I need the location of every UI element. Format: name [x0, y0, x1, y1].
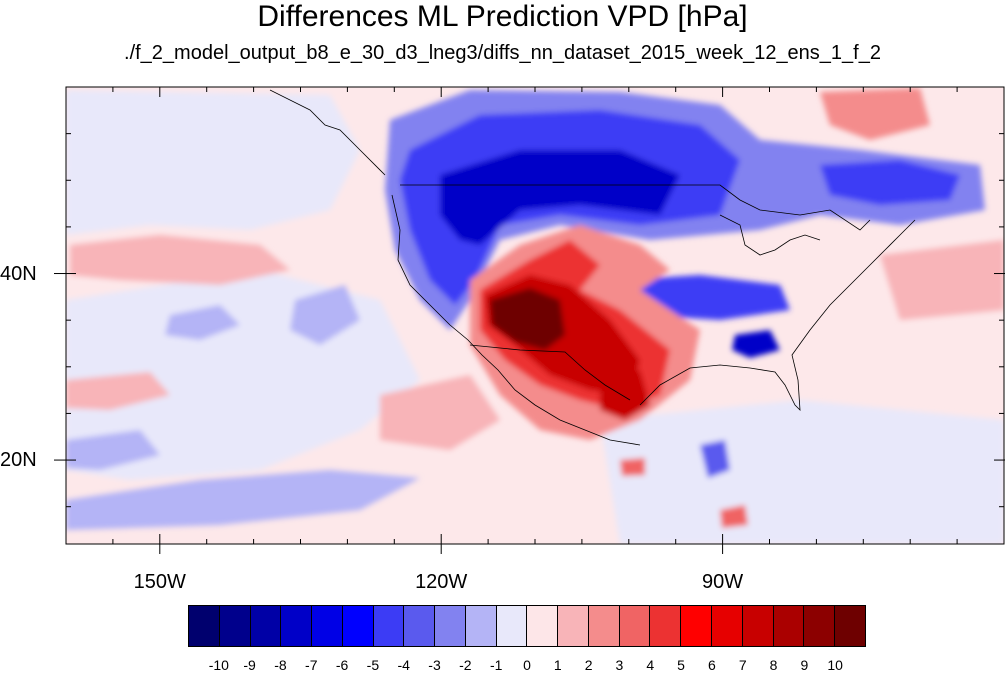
colorbar-box — [281, 606, 313, 646]
colorbar-level-label: -3 — [428, 657, 441, 673]
southeast-blue — [732, 330, 780, 358]
pacific-pink-band — [70, 235, 290, 285]
colorbar-level-label: -8 — [274, 657, 287, 673]
pacific-pink-south — [380, 375, 500, 450]
longitude-label: 120W — [415, 571, 468, 593]
plot-title: Differences ML Prediction VPD [hPa] — [257, 0, 748, 33]
colorbar-level-label: -1 — [489, 657, 503, 673]
colorbar-box — [465, 606, 497, 646]
colorbar-box — [804, 606, 836, 646]
canada-blue-strong — [440, 150, 680, 245]
longitude-label: 150W — [133, 571, 186, 593]
pacific-pink-west — [66, 372, 170, 410]
colorbar-level-label: 10 — [827, 657, 843, 673]
colorbar-box — [773, 606, 805, 646]
colorbar-box — [712, 606, 743, 646]
colorbar-box — [435, 606, 466, 646]
mexico-red-patch-2 — [720, 505, 748, 528]
colorbar-level-label: 2 — [584, 657, 593, 673]
gulf-light-blue — [600, 400, 1004, 544]
colorbar-level-label: 4 — [646, 657, 655, 673]
colorbar-box — [404, 606, 436, 646]
colorbar-box — [496, 606, 528, 646]
us-mexico-border — [469, 344, 631, 401]
latitude-label: 20N — [0, 449, 37, 472]
gulf-coast-line — [639, 219, 916, 412]
plot-subtitle: ./f_2_model_output_b8_e_30_d3_lneg3/diff… — [124, 42, 881, 64]
us-canada-border — [400, 184, 871, 231]
colorbar-level-label: -10 — [208, 657, 229, 673]
colorbar-box — [527, 606, 559, 646]
great-lakes — [719, 214, 821, 256]
colorbar-level-label: -2 — [459, 657, 472, 673]
colorbar-level-label: 6 — [708, 657, 716, 673]
mexico-red-patch — [620, 458, 645, 476]
map-panel — [54, 86, 1005, 554]
colorbar-labels: -10 -9 -8 -7 -6 -5 -4 -3 -2 -1 0 1 2 3 4 5 6 7 8 9 10 — [0, 657, 1005, 675]
pacific-blue-patch-1 — [290, 285, 360, 345]
ocean-light-blue-west — [66, 90, 360, 235]
colorbar-box — [619, 606, 651, 646]
hudson-pink — [820, 88, 930, 140]
colorbar-level-label: -6 — [335, 657, 349, 673]
pacific-blue-band-2 — [66, 430, 160, 470]
south-texas-red — [600, 370, 650, 420]
colorbar-box — [588, 606, 620, 646]
colorbar-level-label: 7 — [738, 657, 747, 673]
colorbar-level-label: -4 — [397, 657, 410, 673]
pacific-blue-band — [66, 470, 420, 530]
atlantic-pink — [880, 240, 1004, 320]
colorbar-box — [373, 606, 405, 646]
mexico-blue-patch — [700, 440, 730, 478]
colorbar-level-label: -9 — [243, 657, 256, 673]
difference-field — [66, 88, 1004, 544]
colorbar-box — [742, 606, 774, 646]
colorbar-box — [558, 606, 589, 646]
east-canada-blue — [820, 160, 960, 205]
colorbar-box — [219, 606, 251, 646]
west-coast-line — [391, 194, 641, 446]
pacific-blue-patch-2 — [165, 305, 240, 340]
latitude-label: 40N — [0, 262, 37, 285]
canada-blue-medium — [400, 110, 740, 305]
colorbar-box — [189, 606, 220, 646]
colorbar-level-label: 5 — [677, 657, 685, 673]
longitude-label: 90W — [702, 571, 744, 593]
colorbar-box — [250, 606, 282, 646]
colorbar-level-label: 1 — [553, 657, 562, 673]
colorbar-box — [650, 606, 682, 646]
colorbar-level-label: 8 — [769, 657, 778, 673]
colorbar-box — [312, 606, 343, 646]
colorbar-level-label: 0 — [523, 657, 531, 673]
colorbar-level-label: 3 — [615, 657, 624, 673]
colorbar-box — [342, 606, 374, 646]
coastlines-and-borders — [269, 89, 916, 446]
colorbar-level-label: -7 — [305, 657, 318, 673]
southwest-red-core — [490, 288, 565, 350]
colorbar-box — [681, 606, 713, 646]
colorbar-level-label: 9 — [800, 657, 809, 673]
colorbar — [188, 605, 866, 647]
colorbar-box — [835, 606, 865, 646]
alaska-panhandle — [269, 89, 386, 176]
colorbar-level-label: -5 — [366, 657, 380, 673]
